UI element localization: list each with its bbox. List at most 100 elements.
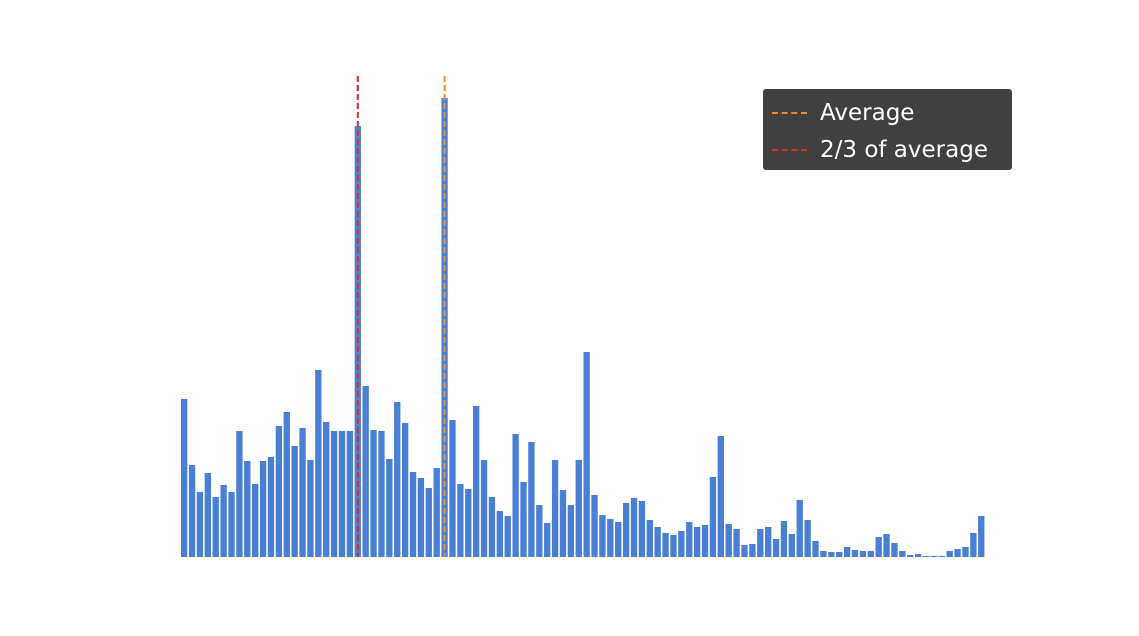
bar-86 xyxy=(859,551,867,557)
bar-25 xyxy=(378,431,385,557)
bar-90 xyxy=(891,543,898,557)
bar-14 xyxy=(291,446,298,557)
bar-99 xyxy=(962,547,969,557)
bar-59 xyxy=(646,520,653,557)
bar-56 xyxy=(622,503,630,557)
bar-93 xyxy=(914,554,922,557)
bar-30 xyxy=(417,478,425,557)
bar-57 xyxy=(630,498,638,557)
bar-71 xyxy=(741,545,748,557)
bar-53 xyxy=(599,515,606,557)
bar-95 xyxy=(930,556,938,557)
bar-66 xyxy=(701,525,709,557)
bar-79 xyxy=(804,520,811,557)
bar-61 xyxy=(662,533,669,557)
bar-52 xyxy=(591,495,598,557)
bar-36 xyxy=(465,489,472,557)
bar-54 xyxy=(607,519,614,557)
bar-5 xyxy=(220,485,227,557)
bar-64 xyxy=(686,522,693,557)
bar-41 xyxy=(504,516,511,557)
bar-58 xyxy=(638,501,646,557)
bar-18 xyxy=(323,422,330,557)
bar-32 xyxy=(433,468,440,557)
bar-1 xyxy=(188,465,196,557)
bar-82 xyxy=(828,552,835,557)
bar-69 xyxy=(725,524,732,557)
bar-84 xyxy=(843,547,851,557)
bar-9 xyxy=(252,484,259,557)
bar-27 xyxy=(394,402,401,557)
bar-91 xyxy=(899,551,906,557)
bar-47 xyxy=(551,460,559,557)
bar-48 xyxy=(559,490,567,557)
bar-44 xyxy=(528,442,535,557)
bar-87 xyxy=(867,551,874,557)
bar-94 xyxy=(922,556,930,557)
legend-entry-average: Average xyxy=(772,94,1012,131)
bar-12 xyxy=(275,426,283,557)
bar-80 xyxy=(812,541,819,557)
average-line-swatch xyxy=(772,111,807,114)
bar-23 xyxy=(362,386,369,557)
bar-85 xyxy=(851,550,859,557)
legend-label-average: Average xyxy=(820,99,915,126)
bar-75 xyxy=(772,539,780,557)
bar-38 xyxy=(480,460,488,557)
bar-31 xyxy=(425,488,432,557)
bar-73 xyxy=(757,529,764,557)
bar-34 xyxy=(449,420,456,557)
bar-67 xyxy=(709,477,717,557)
bar-83 xyxy=(836,552,843,557)
bar-98 xyxy=(954,549,961,557)
bar-17 xyxy=(315,370,322,557)
bar-50 xyxy=(575,460,582,557)
bar-81 xyxy=(820,551,827,557)
bar-24 xyxy=(370,430,377,557)
bar-96 xyxy=(938,556,945,557)
bar-43 xyxy=(520,482,527,557)
bar-2 xyxy=(196,492,204,557)
bar-33 xyxy=(441,98,448,557)
bar-89 xyxy=(883,534,890,557)
bar-60 xyxy=(654,527,661,557)
bar-101 xyxy=(978,516,985,557)
bar-19 xyxy=(330,431,338,557)
bar-100 xyxy=(970,533,977,557)
bar-35 xyxy=(457,484,464,557)
bar-45 xyxy=(536,505,543,557)
bar-37 xyxy=(473,406,480,557)
bar-13 xyxy=(283,412,290,557)
bar-16 xyxy=(307,460,314,557)
bar-65 xyxy=(693,527,701,557)
bar-26 xyxy=(386,459,393,557)
bar-72 xyxy=(749,544,756,557)
bar-46 xyxy=(544,523,551,557)
bar-63 xyxy=(678,531,685,557)
bar-11 xyxy=(267,457,275,557)
bar-0 xyxy=(181,399,188,557)
two-thirds-line-swatch xyxy=(772,148,807,151)
bar-40 xyxy=(496,511,503,557)
bar-76 xyxy=(780,521,788,557)
bar-6 xyxy=(228,492,235,557)
bar-88 xyxy=(875,537,882,557)
bar-28 xyxy=(401,423,409,557)
bar-70 xyxy=(733,529,740,557)
bar-10 xyxy=(259,461,267,557)
bar-29 xyxy=(409,472,417,557)
bar-77 xyxy=(788,534,796,557)
bar-74 xyxy=(765,527,772,557)
bar-20 xyxy=(338,431,346,557)
bar-92 xyxy=(907,555,914,557)
bar-8 xyxy=(244,461,251,557)
legend-label-two-thirds-average: 2/3 of average xyxy=(820,136,988,163)
bar-78 xyxy=(796,500,803,557)
bar-3 xyxy=(204,473,211,557)
bar-51 xyxy=(583,352,590,557)
bar-97 xyxy=(946,551,953,557)
bar-55 xyxy=(615,522,622,557)
chart-legend: Average 2/3 of average xyxy=(763,89,1012,170)
bar-7 xyxy=(236,431,243,557)
